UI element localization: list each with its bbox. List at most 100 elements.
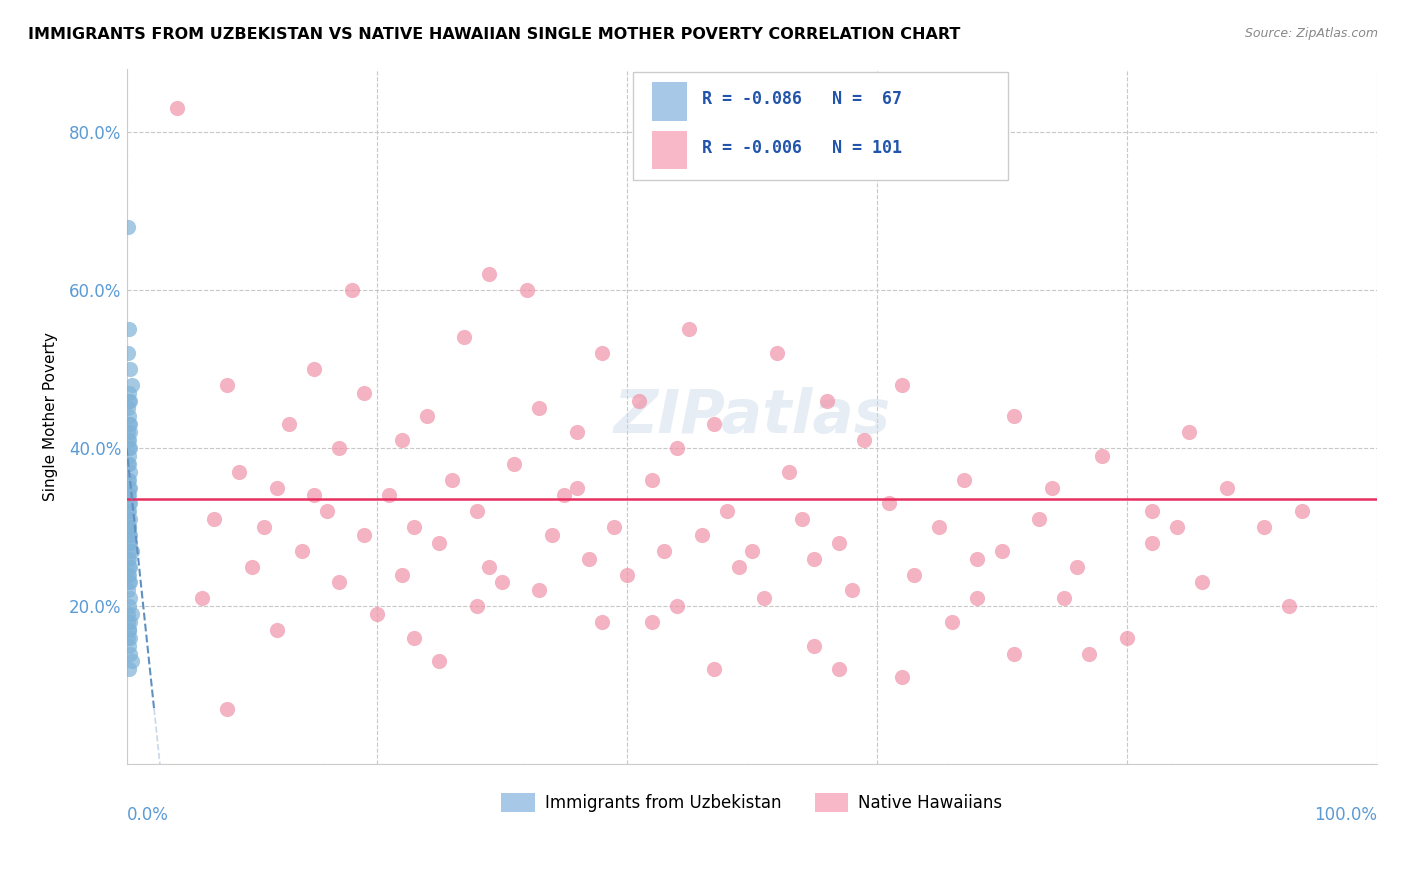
Point — [741, 543, 763, 558]
Point — [478, 559, 501, 574]
Point — [440, 473, 463, 487]
Point — [953, 473, 976, 487]
Point — [815, 393, 838, 408]
Point — [253, 520, 276, 534]
Point — [353, 528, 375, 542]
Point — [120, 647, 142, 661]
Point — [890, 377, 912, 392]
Point — [652, 543, 675, 558]
Point — [641, 615, 664, 629]
Point — [266, 481, 288, 495]
Point — [117, 401, 139, 416]
Point — [404, 631, 426, 645]
Point — [1291, 504, 1313, 518]
Point — [118, 599, 141, 614]
Point — [1078, 647, 1101, 661]
Point — [565, 425, 588, 440]
Text: 100.0%: 100.0% — [1315, 806, 1376, 824]
Point — [118, 623, 141, 637]
Point — [118, 449, 141, 463]
Point — [118, 536, 141, 550]
Point — [120, 441, 142, 455]
Text: 0.0%: 0.0% — [127, 806, 169, 824]
Point — [1216, 481, 1239, 495]
Point — [120, 425, 142, 440]
Point — [291, 543, 314, 558]
Point — [754, 591, 776, 606]
Point — [1140, 536, 1163, 550]
Point — [118, 662, 141, 676]
Point — [665, 441, 688, 455]
Point — [966, 591, 988, 606]
Point — [529, 583, 551, 598]
Point — [117, 583, 139, 598]
Point — [118, 639, 141, 653]
Point — [591, 346, 613, 360]
Point — [117, 607, 139, 621]
Point — [240, 559, 263, 574]
Point — [1053, 591, 1076, 606]
Point — [117, 473, 139, 487]
Point — [1028, 512, 1050, 526]
Point — [1002, 647, 1025, 661]
Point — [120, 362, 142, 376]
Point — [118, 393, 141, 408]
Point — [890, 670, 912, 684]
Point — [491, 575, 513, 590]
Y-axis label: Single Mother Poverty: Single Mother Poverty — [44, 332, 58, 500]
Point — [118, 543, 141, 558]
Point — [118, 520, 141, 534]
Point — [453, 330, 475, 344]
Point — [1140, 504, 1163, 518]
FancyBboxPatch shape — [633, 72, 1008, 180]
Point — [120, 559, 142, 574]
Point — [118, 559, 141, 574]
Point — [765, 346, 787, 360]
Point — [841, 583, 863, 598]
Point — [120, 481, 142, 495]
Point — [628, 393, 651, 408]
Point — [118, 488, 141, 502]
Legend: Immigrants from Uzbekistan, Native Hawaiians: Immigrants from Uzbekistan, Native Hawai… — [495, 786, 1008, 819]
Point — [853, 433, 876, 447]
Point — [928, 520, 950, 534]
Point — [118, 504, 141, 518]
Point — [1115, 631, 1137, 645]
Point — [540, 528, 562, 542]
Point — [118, 567, 141, 582]
Point — [529, 401, 551, 416]
Point — [966, 551, 988, 566]
Point — [118, 575, 141, 590]
Point — [117, 528, 139, 542]
Point — [478, 267, 501, 281]
Point — [120, 575, 142, 590]
Point — [117, 488, 139, 502]
Text: ZIPatlas: ZIPatlas — [613, 387, 890, 446]
Point — [353, 385, 375, 400]
Text: R = -0.086   N =  67: R = -0.086 N = 67 — [702, 90, 901, 108]
Point — [117, 512, 139, 526]
Point — [117, 504, 139, 518]
Point — [118, 409, 141, 424]
Point — [120, 528, 142, 542]
Point — [378, 488, 401, 502]
Point — [1040, 481, 1063, 495]
Point — [315, 504, 337, 518]
Point — [603, 520, 626, 534]
Point — [366, 607, 388, 621]
Point — [790, 512, 813, 526]
Point — [803, 551, 825, 566]
Point — [120, 536, 142, 550]
Point — [553, 488, 575, 502]
Point — [118, 385, 141, 400]
Point — [202, 512, 225, 526]
Point — [516, 283, 538, 297]
Point — [118, 528, 141, 542]
Point — [404, 520, 426, 534]
Point — [328, 441, 350, 455]
Point — [118, 473, 141, 487]
Point — [828, 536, 851, 550]
Point — [728, 559, 751, 574]
Point — [117, 457, 139, 471]
Point — [120, 631, 142, 645]
